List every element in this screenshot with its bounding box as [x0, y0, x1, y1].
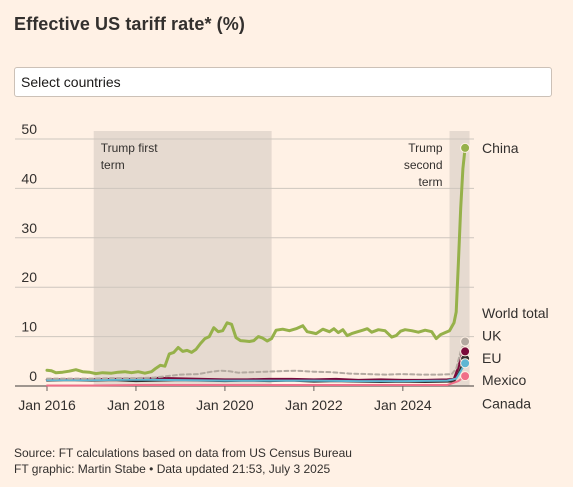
shaded-period-label: Trump [408, 141, 443, 155]
shaded-period-label: term [101, 158, 125, 172]
shaded-period-label: Trump first [101, 141, 159, 155]
series-label-world-total: World total [482, 305, 549, 321]
x-tick-label: Jan 2022 [285, 397, 343, 413]
end-marker-eu [460, 346, 471, 357]
series-line-china [45, 146, 467, 376]
y-tick-label: 20 [21, 269, 37, 285]
series-label-china: China [482, 140, 519, 156]
page-title: Effective US tariff rate* (%) [14, 14, 245, 34]
series-end-markers [460, 142, 471, 382]
end-marker-world-total [460, 336, 471, 347]
x-tick-label: Jan 2016 [18, 397, 76, 413]
shaded-periods: Trump first term Trump second term [93, 131, 470, 386]
x-axis-ticks: Jan 2016 Jan 2018 Jan 2020 Jan 2022 Jan 2024 [18, 386, 432, 413]
y-tick-label: 30 [21, 220, 37, 236]
x-tick-label: Jan 2020 [196, 397, 254, 413]
end-marker-uk [460, 358, 471, 369]
series-labels: China World total UK EU Mexico Canada [482, 140, 549, 411]
y-tick-label: 10 [21, 319, 37, 335]
end-marker-mexico [460, 371, 471, 382]
country-select[interactable]: Select countries [14, 67, 552, 97]
y-axis-ticks: 0 10 20 30 40 50 [21, 121, 37, 384]
series-label-eu: EU [482, 350, 501, 366]
series-line-uk [46, 362, 467, 383]
series-lines [45, 146, 467, 387]
credit-note: FT graphic: Martin Stabe • Data updated … [14, 462, 331, 476]
series-label-uk: UK [482, 328, 502, 344]
end-marker-china [460, 142, 471, 153]
series-label-mexico: Mexico [482, 372, 527, 388]
source-note: Source: FT calculations based on data fr… [14, 446, 352, 460]
series-label-canada: Canada [482, 395, 531, 411]
series-line-mexico [46, 375, 467, 387]
shaded-period-label: term [419, 175, 443, 189]
shaded-period-0 [93, 131, 272, 386]
y-tick-label: 50 [21, 121, 37, 137]
x-tick-label: Jan 2024 [374, 397, 432, 413]
shaded-period-label: second [404, 158, 443, 172]
y-tick-label: 0 [29, 368, 37, 384]
series-line-world-total [46, 340, 467, 380]
x-tick-label: Jan 2018 [107, 397, 165, 413]
tariff-line-chart: Trump first term Trump second term 0 10 20 30 40… [15, 121, 549, 413]
y-tick-label: 40 [21, 170, 37, 186]
